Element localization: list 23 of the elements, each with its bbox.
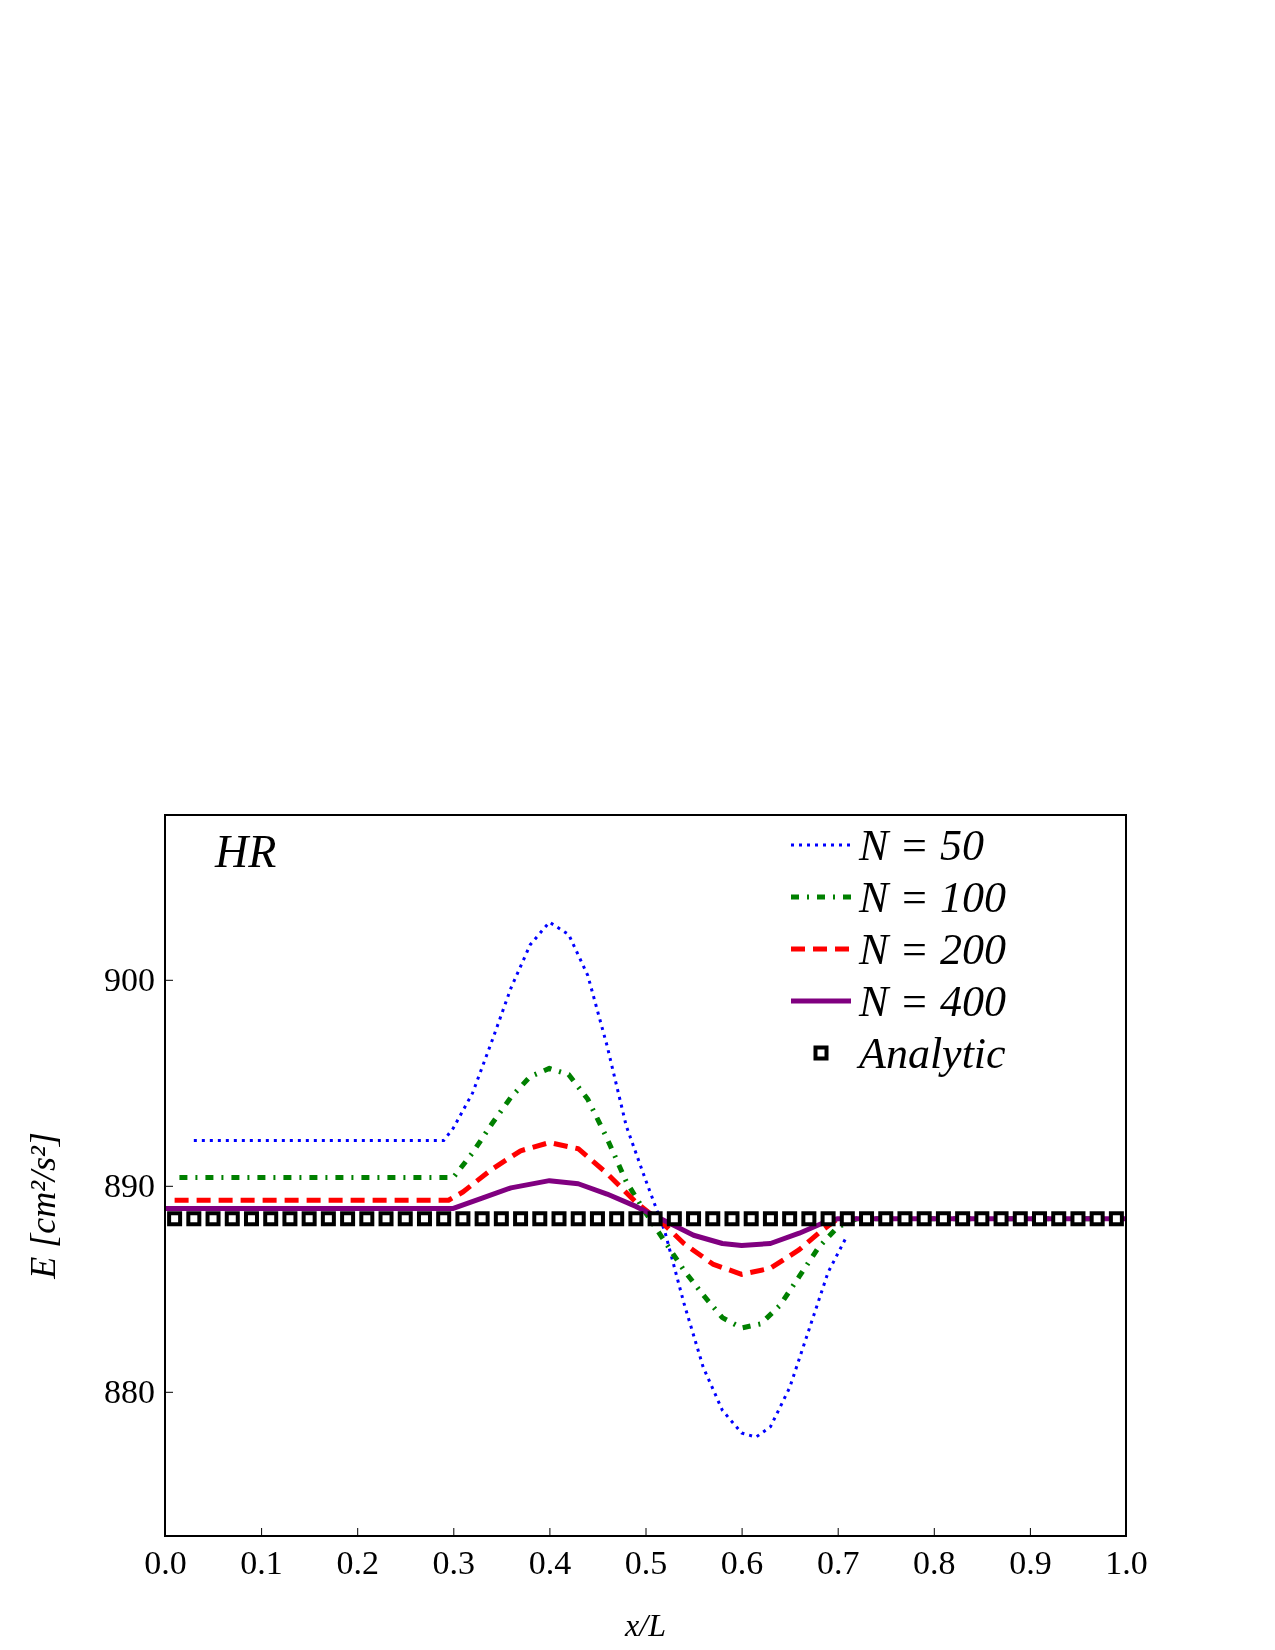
x-tick-label: 0.0	[144, 1544, 187, 1582]
y-tick-label: 880	[104, 1373, 155, 1411]
x-tick-label: 0.2	[336, 1544, 379, 1582]
legend-label: N = 400	[858, 977, 1007, 1026]
line-series	[192, 920, 849, 1439]
y-tick-label: 890	[104, 1167, 155, 1205]
legend-label: N = 50	[858, 821, 985, 870]
x-axis-title: x/L	[624, 1607, 666, 1643]
legend-label: N = 100	[858, 873, 1007, 922]
x-tick-label: 0.5	[624, 1544, 668, 1582]
y-axis-title: E [cm²/s²]	[23, 1132, 63, 1280]
x-tick-label: 0.6	[720, 1544, 764, 1582]
x-tick-label: 1.0	[1105, 1544, 1148, 1582]
x-tick-label: 0.7	[816, 1544, 860, 1582]
x-tick-label: 0.8	[913, 1544, 956, 1582]
y-tick-label: 900	[104, 961, 155, 999]
x-tick-label: 0.9	[1009, 1544, 1052, 1582]
x-tick-label: 0.3	[432, 1544, 476, 1582]
x-tick-label: 0.1	[240, 1544, 283, 1582]
legend-label: N = 200	[858, 925, 1007, 974]
annotation: HR	[214, 826, 277, 877]
x-tick-label: 0.4	[528, 1544, 572, 1582]
legend-label: Analytic	[856, 1029, 1007, 1078]
